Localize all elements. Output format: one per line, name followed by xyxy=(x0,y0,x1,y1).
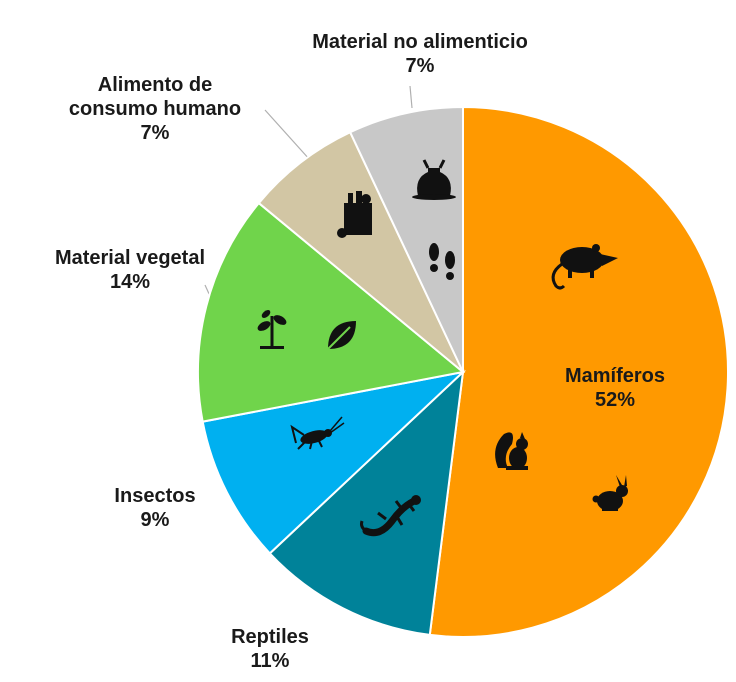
label-insectos: Insectos 9% xyxy=(80,484,230,532)
trash-bag-icon xyxy=(412,159,456,200)
label-material-vegetal-name: Material vegetal xyxy=(54,247,206,269)
plant-icon xyxy=(257,310,287,349)
pie-slice-2 xyxy=(201,370,467,555)
footprints-icon xyxy=(429,243,455,280)
grocery-bag-icon xyxy=(337,191,372,238)
label-alimento: Alimento de consumo humano 7% xyxy=(20,73,290,145)
label-material-no-alimenticio-value: 7% xyxy=(405,55,435,77)
cricket-icon xyxy=(290,416,345,450)
leader-line-material-no-alimenticio xyxy=(409,85,413,109)
rabbit-icon xyxy=(592,475,628,511)
lizard-icon xyxy=(360,495,421,537)
label-reptiles: Reptiles 11% xyxy=(195,625,345,673)
pie-slice-3 xyxy=(197,201,466,423)
opossum-icon xyxy=(551,244,618,290)
label-insectos-name: Insectos xyxy=(114,485,196,507)
label-material-vegetal-value: 14% xyxy=(109,271,151,293)
label-insectos-value: 9% xyxy=(140,509,170,531)
label-reptiles-name: Reptiles xyxy=(231,626,309,648)
label-material-no-alimenticio: Material no alimenticio 7% xyxy=(270,30,570,78)
label-alimento-name: Alimento de consumo humano xyxy=(68,74,242,120)
pie-slice-0 xyxy=(428,105,729,638)
label-material-vegetal: Material vegetal 14% xyxy=(10,246,250,294)
leader-line-alimento xyxy=(264,109,311,161)
label-mamiferos-value: 52% xyxy=(594,389,636,411)
label-mamiferos-name: Mamíferos xyxy=(564,365,666,387)
label-material-no-alimenticio-name: Material no alimenticio xyxy=(312,31,528,53)
label-reptiles-value: 11% xyxy=(250,650,290,672)
label-mamiferos: Mamíferos 52% xyxy=(540,364,690,412)
pie-slice-1 xyxy=(268,369,465,637)
pie-slice-4 xyxy=(257,130,464,373)
squirrel-icon xyxy=(495,432,528,470)
leaf-icon xyxy=(327,321,356,350)
label-alimento-value: 7% xyxy=(140,122,170,144)
